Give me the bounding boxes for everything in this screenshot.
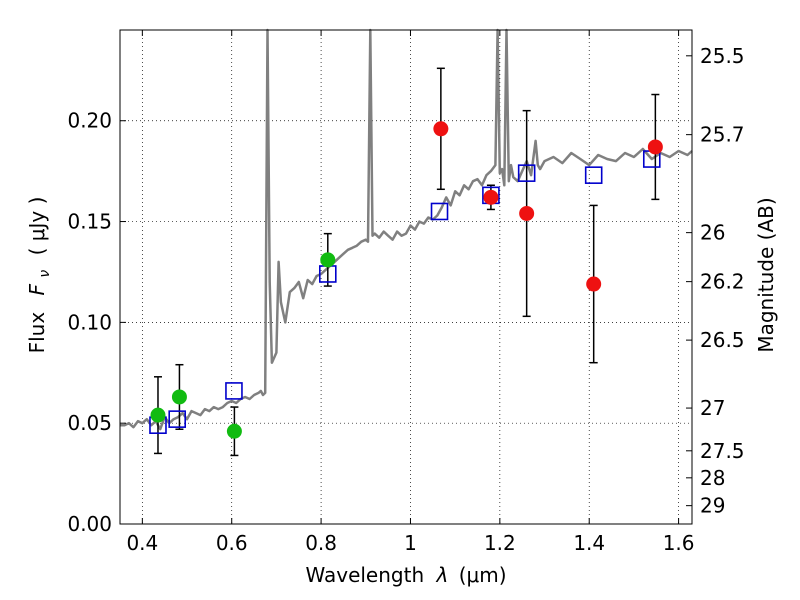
- observed-point-marker: [433, 121, 449, 137]
- observed-point-marker: [519, 205, 535, 221]
- spectrum-line: [120, 28, 693, 431]
- model-point-marker: [225, 382, 243, 400]
- y-axis-label-group: Flux F ν ( μJy ): [25, 197, 54, 354]
- model-spectrum: [120, 28, 693, 431]
- x-tick-label: 0.6: [216, 531, 248, 555]
- x-tick-label: 1.4: [573, 531, 605, 555]
- observed-point-marker: [320, 252, 336, 268]
- model-point-marker: [517, 164, 536, 182]
- y2-tick-label: 26.5: [700, 328, 745, 352]
- x-axis-label-symbol: λ: [436, 563, 449, 587]
- y-tick-label: 0.00: [67, 512, 112, 536]
- x-tick-label: 1.2: [484, 531, 516, 555]
- y2-axis-label: Magnitude (AB): [754, 197, 778, 352]
- x-axis-label-main: Wavelength: [305, 563, 424, 587]
- y-tick-label: 0.15: [67, 210, 112, 234]
- error-bars: [153, 67, 660, 457]
- y2-tick-label: 25.7: [700, 123, 745, 147]
- x-axis-label: Wavelength λ (μm): [305, 563, 506, 587]
- x-tick-label: 0.8: [305, 531, 337, 555]
- y-tick-label: 0.20: [67, 109, 112, 133]
- y2-tick-label: 29: [700, 494, 725, 518]
- grid-lines: [120, 30, 692, 524]
- y2-axis-label-group: Magnitude (AB): [754, 197, 778, 352]
- y2-tick-label: 28: [700, 466, 725, 490]
- observed-point-marker: [171, 389, 187, 405]
- y2-tick-label: 25.5: [700, 44, 745, 68]
- y-tick-label: 0.05: [67, 411, 112, 435]
- y-axis-label-subscript: ν: [37, 270, 53, 278]
- y-axis-label: Flux F ν ( μJy ): [25, 197, 54, 354]
- model-point-marker: [168, 410, 186, 428]
- x-tick-label: 1.6: [663, 531, 695, 555]
- observed-point-marker: [150, 407, 166, 423]
- observed-point-marker: [226, 423, 242, 439]
- y-axis-label-main: Flux: [25, 312, 49, 354]
- x-axis-label-units: (μm): [459, 563, 507, 587]
- axis-ticks: 0.4 0.6 0.8 1 1.2 1.4 1.6 0.00 0.05 0.10 0.15 0.20 2…: [67, 30, 745, 555]
- plot-frame: [119, 29, 693, 525]
- x-tick-label: 1: [404, 531, 417, 555]
- data-markers: [149, 121, 663, 439]
- model-point-marker: [430, 202, 449, 221]
- y-axis-label-units: ( μJy ): [25, 197, 49, 256]
- y2-tick-label: 27: [700, 396, 725, 420]
- observed-point-marker: [647, 139, 663, 155]
- y2-tick-label: 27.5: [700, 439, 745, 463]
- model-point-marker: [584, 166, 603, 184]
- y-axis-label-symbol: F: [25, 283, 49, 295]
- y2-tick-label: 26: [700, 221, 725, 245]
- y-tick-label: 0.10: [67, 310, 112, 334]
- y2-tick-label: 26.2: [700, 270, 745, 294]
- x-tick-label: 0.4: [126, 531, 158, 555]
- observed-point-marker: [586, 276, 602, 292]
- observed-point-marker: [483, 189, 499, 205]
